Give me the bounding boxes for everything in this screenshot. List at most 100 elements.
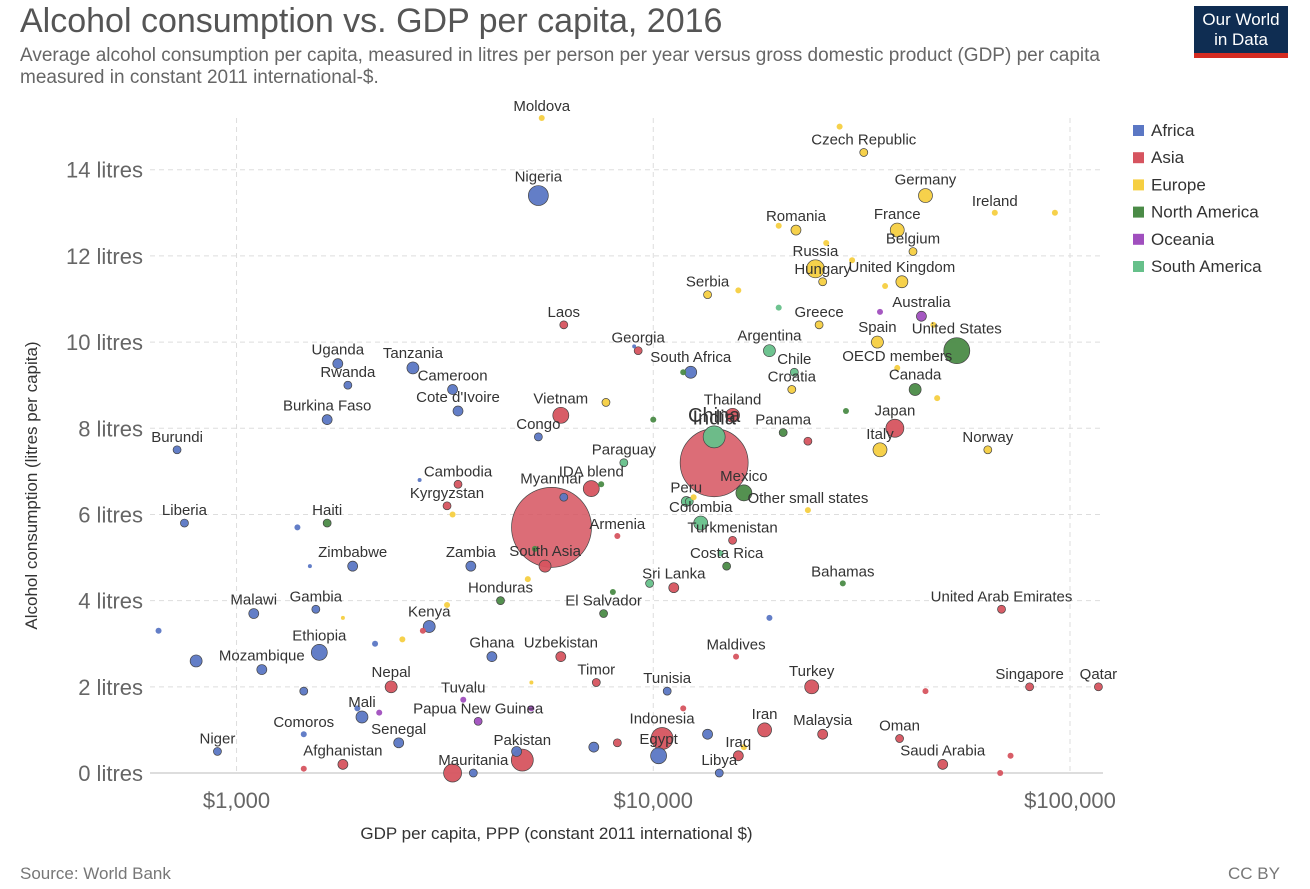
point-oceania (528, 705, 535, 712)
point-nigeria (528, 185, 549, 206)
label-germany: Germany (895, 172, 957, 189)
license-link[interactable]: CC BY (1228, 864, 1280, 883)
label-qatar: Qatar (1080, 666, 1118, 683)
point-papua-new-guinea (473, 716, 483, 726)
legend: Africa Asia Europe North America Oceania Sout… (1133, 121, 1262, 276)
point-comoros (300, 731, 307, 738)
legend-label-north-america: North America (1151, 203, 1259, 222)
x-tick-label: $10,000 (613, 788, 693, 813)
label-ghana: Ghana (469, 635, 515, 652)
label-burkina-faso: Burkina Faso (283, 398, 371, 415)
label-serbia: Serbia (686, 274, 730, 291)
label-maldives: Maldives (706, 637, 765, 654)
point-asia (419, 627, 426, 634)
label-myanmar: Myanmar (520, 470, 583, 487)
point-malawi (248, 608, 260, 619)
point-iran (757, 722, 772, 738)
label-united-kingdom: United Kingdom (849, 259, 956, 276)
legend-swatch-africa (1133, 125, 1144, 136)
point-turkmenistan (728, 535, 737, 545)
label-hungary: Hungary (794, 261, 851, 278)
point-romania (790, 224, 802, 236)
legend-label-oceania: Oceania (1151, 230, 1215, 249)
point-united-states (943, 337, 971, 365)
point-sri-lanka (668, 582, 680, 594)
legend-label-africa: Africa (1151, 121, 1195, 140)
point-serbia (703, 290, 712, 300)
label-argentina: Argentina (737, 328, 802, 345)
point-china (702, 425, 726, 449)
label-indonesia: Indonesia (630, 711, 696, 728)
point-oceania (876, 308, 883, 315)
point-zimbabwe (347, 560, 359, 572)
point-asia (922, 688, 929, 695)
point-moldova (538, 115, 545, 121)
label-iraq: Iraq (725, 734, 751, 751)
point-europe (1051, 209, 1058, 216)
point-mexico (735, 484, 753, 502)
legend-label-south-america: South America (1151, 257, 1262, 276)
point-colombia (693, 515, 709, 531)
label-italy: Italy (866, 426, 894, 443)
point-iraq (732, 750, 744, 762)
point-europe (740, 744, 747, 751)
point-africa (417, 477, 422, 482)
label-iran: Iran (752, 706, 778, 723)
point-georgia (633, 346, 643, 356)
point-vietnam (552, 406, 570, 424)
point-honduras (496, 596, 505, 605)
x-tick-label: $1,000 (203, 788, 270, 813)
label-senegal: Senegal (371, 721, 426, 738)
point-costa-rica (722, 561, 731, 571)
point-oman (895, 734, 904, 743)
point-maldives (733, 653, 740, 660)
point-cambodia (453, 479, 463, 489)
label-croatia: Croatia (768, 368, 817, 385)
label-laos: Laos (548, 304, 581, 321)
point-north-america (531, 545, 538, 552)
point-north-america (680, 369, 687, 376)
grid (150, 118, 1103, 773)
point-asia (612, 738, 622, 748)
point-europe (930, 321, 937, 328)
y-tick-label: 12 litres (66, 244, 143, 269)
point-mali (355, 710, 369, 724)
point-oceania (376, 709, 383, 716)
point-africa (294, 524, 301, 531)
label-australia: Australia (892, 294, 951, 311)
point-niger (213, 747, 222, 756)
y-axis-title: Alcohol consumption (litres per capita) (22, 341, 41, 629)
label-spain: Spain (858, 319, 896, 336)
point-liberia (180, 518, 189, 528)
label-gambia: Gambia (290, 588, 343, 605)
label-timor: Timor (577, 662, 615, 679)
label-cambodia: Cambodia (424, 463, 493, 480)
owid-logo[interactable]: Our World in Data (1194, 6, 1288, 58)
label-rwanda: Rwanda (320, 364, 376, 381)
point-uganda (332, 358, 344, 369)
data-labels: Moldova Czech Republic Nigeria Germany Irela… (151, 98, 1117, 769)
x-axis-title: GDP per capita, PPP (constant 2011 inter… (360, 824, 752, 843)
point-kyrgyzstan (442, 501, 452, 511)
label-nepal: Nepal (372, 664, 411, 681)
point-canada (908, 383, 922, 396)
label-panama: Panama (755, 412, 812, 429)
label-colombia: Colombia (669, 499, 733, 516)
point-tunisia (662, 686, 672, 696)
point-saudi-arabia (937, 759, 949, 770)
point-chile (789, 367, 799, 377)
label-vietnam: Vietnam (533, 390, 588, 407)
point-spain (871, 335, 884, 349)
label-saudi-arabia: Saudi Arabia (900, 742, 986, 759)
label-greece: Greece (794, 304, 843, 321)
point-south-america (684, 497, 694, 506)
point-japan (885, 418, 905, 438)
point-turkey (804, 679, 820, 695)
label-tanzania: Tanzania (383, 345, 444, 362)
point-ireland (991, 209, 998, 216)
point-congo (534, 432, 543, 442)
legend-swatch-asia (1133, 152, 1144, 164)
point-cameroon (447, 384, 458, 395)
point-panama (778, 428, 788, 437)
